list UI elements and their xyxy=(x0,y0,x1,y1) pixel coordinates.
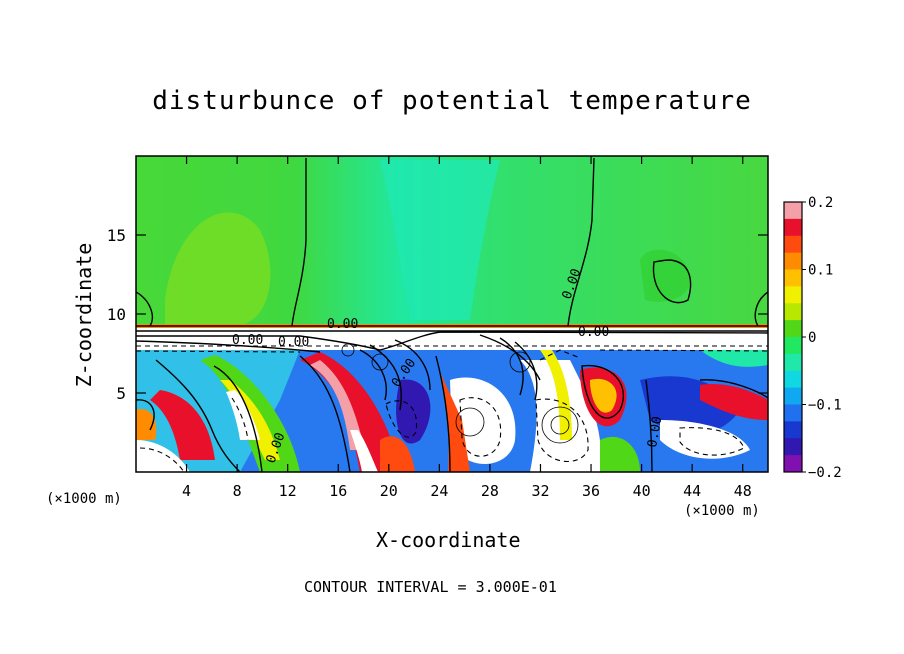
colorbar-swatch xyxy=(784,320,802,338)
x-axis: 4 8 12 16 20 24 28 32 36 40 44 48 xyxy=(182,156,752,500)
colorbar-swatch xyxy=(784,404,802,422)
colorbar-swatch xyxy=(784,353,802,372)
colorbar-label: 0.1 xyxy=(808,263,833,279)
colorbar-label: 0 xyxy=(808,330,816,346)
colorbar-swatch xyxy=(784,286,802,304)
x-tick-label: 24 xyxy=(430,482,448,500)
x-tick-label: 44 xyxy=(683,482,701,500)
y-axis: 5 10 15 xyxy=(107,226,768,403)
x-unit-label: (×1000 m) xyxy=(46,491,122,507)
y-tick-label: 15 xyxy=(107,226,126,245)
x-tick-label: 36 xyxy=(582,482,600,500)
colorbar-swatch xyxy=(784,252,802,270)
y-axis-label: Z-coordinate xyxy=(72,242,96,388)
colorbar-swatch xyxy=(784,303,802,321)
colorbar-swatch xyxy=(784,235,802,254)
colorbar-swatch xyxy=(784,269,802,287)
colorbar-label: 0.2 xyxy=(808,195,833,211)
contour-label: 0.00 xyxy=(645,415,665,448)
colorbar: 0.2 0.1 0 −0.1 −0.2 xyxy=(783,195,842,481)
x-tick-label: 48 xyxy=(734,482,752,500)
x-tick-label: 4 xyxy=(182,482,191,500)
colorbar-swatch xyxy=(784,438,802,456)
contour-interval-note: CONTOUR INTERVAL = 3.000E-01 xyxy=(304,578,557,596)
y-tick-label: 10 xyxy=(107,305,126,324)
colorbar-label: −0.2 xyxy=(808,465,842,481)
x-tick-label: 40 xyxy=(633,482,651,500)
x-tick-label: 32 xyxy=(531,482,549,500)
x-tick-label: 20 xyxy=(380,482,398,500)
colorbar-label: −0.1 xyxy=(808,398,842,414)
x-tick-label: 8 xyxy=(233,482,242,500)
colorbar-swatch xyxy=(784,455,802,473)
colorbar-swatch xyxy=(784,370,802,389)
x-axis-label: X-coordinate xyxy=(376,528,521,552)
colorbar-swatch xyxy=(784,421,802,439)
x-tick-label: 16 xyxy=(329,482,347,500)
colorbar-swatch xyxy=(784,218,802,237)
x-unit-label-right: (×1000 m) xyxy=(684,503,760,519)
contour-label: 0.00 xyxy=(232,333,263,348)
colorbar-swatch xyxy=(784,337,802,355)
colorbar-swatch xyxy=(784,202,802,220)
contour-label: 0.00 xyxy=(578,325,609,340)
heatmap-field xyxy=(136,156,768,472)
x-tick-label: 12 xyxy=(279,482,297,500)
chart-title: disturbunce of potential temperature xyxy=(152,86,752,116)
contour-label: 0.00 xyxy=(327,317,358,332)
colorbar-swatch xyxy=(784,387,802,405)
contour-label: 0.00 xyxy=(278,335,309,350)
x-tick-label: 28 xyxy=(481,482,499,500)
y-tick-label: 5 xyxy=(116,384,126,403)
